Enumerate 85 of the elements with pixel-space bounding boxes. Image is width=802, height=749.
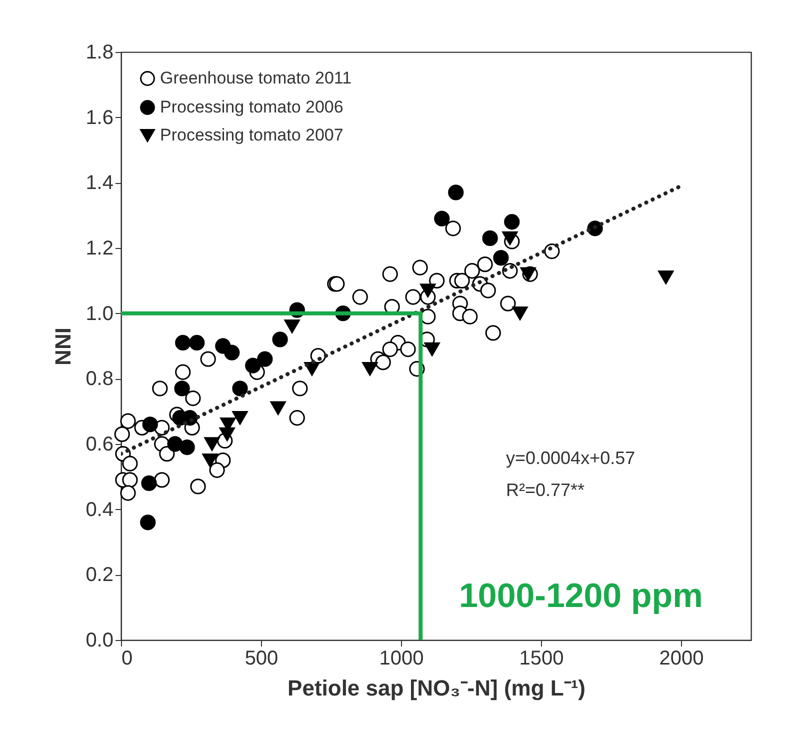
point <box>190 478 206 494</box>
point <box>512 306 528 320</box>
point <box>477 256 493 272</box>
annotation: R²=0.77** <box>506 480 585 500</box>
point <box>122 472 138 488</box>
point <box>454 272 470 288</box>
y-tick-label: 1.0 <box>86 302 114 325</box>
legend-label: Greenhouse tomato 2011 <box>160 68 352 88</box>
x-tick-label: 2000 <box>659 648 704 670</box>
y-tick-label: 1.2 <box>86 238 114 260</box>
point <box>120 485 136 501</box>
y-tick-label: 1.8 <box>86 42 114 64</box>
point <box>292 380 308 396</box>
point <box>480 282 496 298</box>
point <box>232 380 248 396</box>
point <box>257 351 273 367</box>
point <box>502 231 518 246</box>
point <box>272 332 288 348</box>
x-axis-title: Petiole sap [NO₃⁻-N] (mg L⁻¹) <box>288 676 586 700</box>
point <box>142 416 158 432</box>
y-tick-label: 1.6 <box>86 106 114 129</box>
x-tick-label: 1500 <box>519 648 564 670</box>
point <box>382 341 398 358</box>
point <box>209 462 225 478</box>
point <box>504 214 520 230</box>
point <box>204 437 220 451</box>
point <box>114 426 130 442</box>
point <box>141 475 157 492</box>
point <box>352 289 368 305</box>
point <box>658 270 674 284</box>
point <box>375 354 391 370</box>
point <box>167 436 183 452</box>
point <box>429 272 445 288</box>
point <box>224 344 240 360</box>
annotation: 1000-1200 ppm <box>459 577 703 615</box>
point <box>493 250 509 266</box>
y-tick-label: 0.6 <box>86 434 114 456</box>
point <box>405 289 421 305</box>
point <box>462 308 478 324</box>
point <box>185 390 201 406</box>
point <box>424 342 440 356</box>
y-tick-label: 1.4 <box>86 172 114 194</box>
y-tick-label: 0.0 <box>86 630 114 652</box>
point <box>175 364 191 380</box>
y-tick-label: 0.4 <box>86 498 114 521</box>
point <box>219 427 235 442</box>
point <box>420 308 436 324</box>
point <box>485 325 501 341</box>
point <box>154 472 170 488</box>
point <box>245 358 261 374</box>
point <box>500 296 516 312</box>
point <box>232 410 248 425</box>
point <box>270 401 286 415</box>
point <box>382 266 398 282</box>
point <box>202 453 218 468</box>
point <box>412 260 428 276</box>
legend-label: Processing tomato 2006 <box>160 98 344 116</box>
point <box>159 446 175 462</box>
point <box>448 184 464 200</box>
point <box>482 230 498 246</box>
point <box>400 341 416 358</box>
point <box>284 320 300 334</box>
annotation: y=0.0004x+0.57 <box>506 448 636 468</box>
legend-label: Processing tomato 2007 <box>160 126 344 144</box>
y-tick-label: 0.8 <box>86 368 114 390</box>
point <box>445 220 461 236</box>
point <box>120 413 136 429</box>
x-tick-label: 0 <box>122 648 133 670</box>
x-tick-label: 500 <box>244 648 278 670</box>
point <box>189 334 205 351</box>
point <box>289 410 305 426</box>
point <box>464 263 480 279</box>
point <box>179 439 195 456</box>
y-axis-title: NNI <box>50 328 76 366</box>
point <box>122 456 138 472</box>
point <box>200 351 216 367</box>
point <box>140 514 156 530</box>
point <box>434 210 450 226</box>
point <box>152 380 168 396</box>
point <box>175 334 191 351</box>
point <box>174 380 190 396</box>
x-tick-label: 1000 <box>379 648 424 670</box>
y-tick-label: 0.2 <box>86 564 114 586</box>
point <box>420 284 436 298</box>
point <box>362 362 378 376</box>
